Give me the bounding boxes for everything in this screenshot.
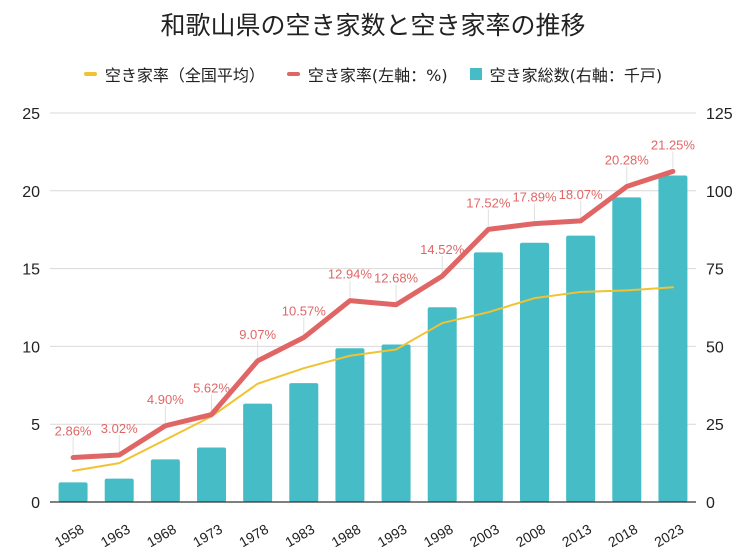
x-axis-tick-label: 1973 (190, 521, 225, 551)
x-axis-tick-label: 2018 (605, 521, 640, 551)
line-wakayama-rate (70, 168, 676, 460)
bar-vacant-count-1998 (427, 307, 457, 502)
legend-item-national-rate[interactable]: 空き家率（全国平均） (83, 62, 265, 86)
x-axis-tick-label: 1993 (375, 521, 410, 551)
left-axis-tick-label: 10 (22, 339, 40, 356)
bar-vacant-count-1988 (335, 348, 365, 502)
data-label-wakayama-rate: 17.52% (466, 195, 511, 210)
right-axis-tick-label: 100 (706, 184, 733, 201)
data-label-wakayama-rate: 12.94% (328, 267, 373, 282)
bar-vacant-count-2008 (520, 242, 549, 503)
data-label-wakayama-rate: 18.07% (559, 187, 604, 202)
data-label-wakayama-rate: 4.90% (147, 392, 184, 407)
legend-label-wakayama-rate: 空き家率(左軸：%) (307, 66, 448, 85)
data-label-wakayama-rate: 12.68% (374, 271, 419, 286)
x-axis-tick-label: 2013 (559, 521, 594, 551)
x-axis-tick-label: 1968 (144, 521, 179, 551)
bar-vacant-count-1978 (243, 403, 273, 502)
left-axis-tick-label: 15 (22, 262, 40, 279)
left-axis-tick-label: 25 (22, 106, 40, 123)
line-national-rate (72, 286, 674, 472)
legend-swatch-national-rate (83, 72, 97, 76)
bar-vacant-count-1993 (381, 344, 411, 502)
data-label-wakayama-rate: 20.28% (605, 152, 650, 167)
x-axis-tick-label: 1958 (52, 521, 87, 551)
x-axis-tick-label: 1983 (282, 521, 317, 551)
bar-vacant-count-1963 (104, 478, 134, 502)
legend-swatch-vacant-count (469, 68, 482, 80)
right-axis-tick-label: 50 (706, 339, 724, 356)
right-axis-tick-label: 125 (706, 106, 733, 123)
bar-vacant-count-1983 (289, 383, 319, 502)
x-axis-tick-label: 1963 (98, 521, 133, 551)
legend-label-vacant-count: 空き家総数(右軸：千戸) (489, 66, 663, 85)
bar-vacant-count-1958 (58, 482, 88, 502)
left-axis-tick-label: 5 (31, 417, 40, 434)
legend-swatch-wakayama-rate (286, 72, 300, 76)
legend-item-vacant-count[interactable]: 空き家総数(右軸：千戸) (469, 62, 663, 86)
right-axis-tick-label: 25 (706, 417, 724, 434)
data-label-wakayama-rate: 3.02% (101, 421, 138, 436)
bar-vacant-count-2018 (612, 197, 642, 502)
bar-vacant-count-1968 (150, 459, 180, 502)
right-axis-tick-label: 0 (706, 495, 715, 512)
legend-label-national-rate: 空き家率（全国平均） (104, 66, 265, 85)
chart-title: 和歌山県の空き家数と空き家率の推移 (160, 11, 586, 40)
legend: 空き家率（全国平均） 空き家率(左軸：%) 空き家総数(右軸：千戸) (0, 62, 746, 86)
data-label-wakayama-rate: 17.89% (512, 190, 557, 205)
x-axis-tick-label: 1978 (236, 521, 271, 551)
data-label-wakayama-rate: 5.62% (193, 381, 230, 396)
data-label-wakayama-rate: 10.57% (282, 304, 327, 319)
bar-vacant-count-2023 (658, 175, 688, 502)
bar-vacant-count-2013 (566, 235, 596, 502)
right-axis-tick-label: 75 (706, 262, 724, 279)
x-axis-tick-label: 2008 (513, 521, 548, 551)
x-axis-tick-label: 1988 (328, 521, 363, 551)
left-axis-tick-label: 20 (22, 184, 40, 201)
data-label-wakayama-rate: 2.86% (55, 423, 92, 438)
left-axis-tick-label: 0 (31, 495, 40, 512)
x-axis-tick-label: 1998 (421, 521, 456, 551)
data-label-wakayama-rate: 9.07% (239, 327, 276, 342)
x-axis-tick-label: 2003 (467, 521, 502, 551)
data-label-wakayama-rate: 14.52% (420, 242, 465, 257)
x-axis-tick-label: 2023 (651, 521, 686, 551)
bar-vacant-count-2003 (473, 252, 503, 502)
data-label-wakayama-rate: 21.25% (651, 137, 696, 152)
bar-vacant-count-1973 (197, 447, 226, 502)
legend-item-wakayama-rate[interactable]: 空き家率(左軸：%) (286, 62, 448, 86)
